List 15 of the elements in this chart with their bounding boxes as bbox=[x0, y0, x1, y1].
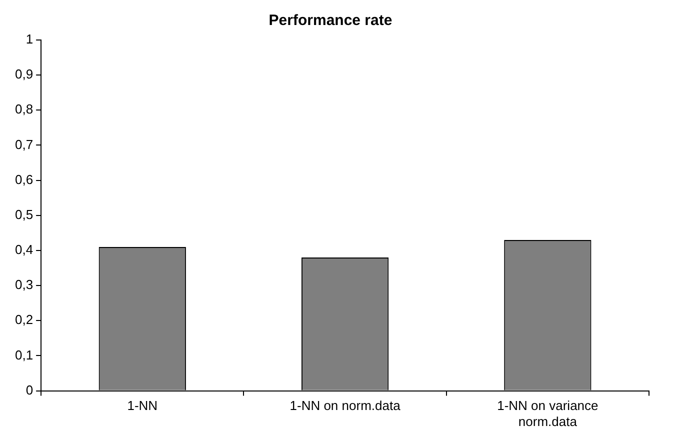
y-tick-label: 0,6 bbox=[14, 172, 34, 187]
x-tick-label: 1-NN bbox=[127, 398, 158, 414]
y-tick-label: 0,7 bbox=[14, 136, 34, 152]
y-tick-label: 0,9 bbox=[14, 66, 34, 82]
y-tick-label: 1 bbox=[26, 32, 34, 47]
y-tick-label: 0,4 bbox=[14, 242, 34, 258]
chart-title: Performance rate bbox=[268, 12, 392, 30]
y-tick-label: 0,8 bbox=[14, 102, 34, 117]
x-tick-label: 1-NN on variance norm.data bbox=[497, 398, 598, 429]
y-tick-label: 0,1 bbox=[14, 347, 34, 362]
y-tick-label: 0,5 bbox=[14, 206, 34, 222]
y-tick-label: 0 bbox=[26, 382, 34, 398]
y-tick-label: 0,3 bbox=[14, 277, 34, 292]
y-tick-label: 0,2 bbox=[14, 312, 34, 328]
x-tick-label: 1-NN on norm.data bbox=[290, 398, 402, 414]
